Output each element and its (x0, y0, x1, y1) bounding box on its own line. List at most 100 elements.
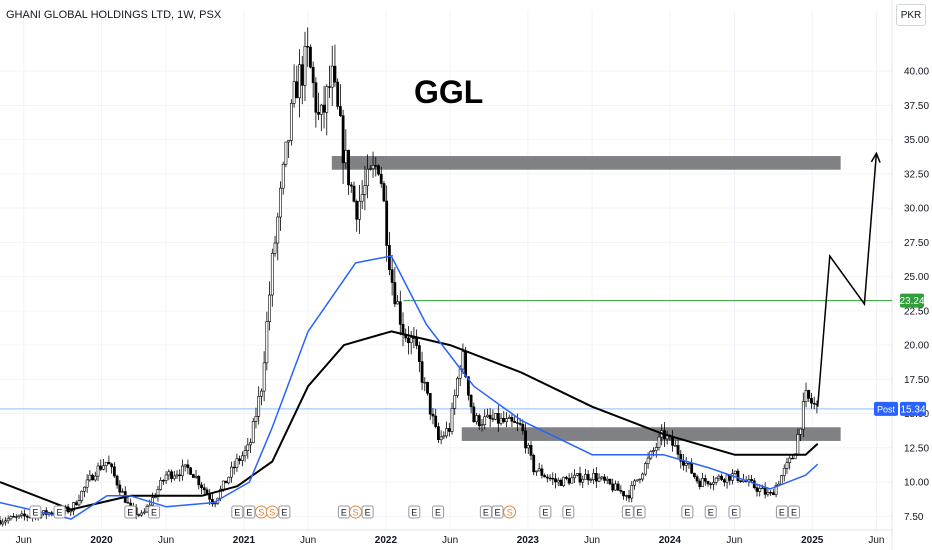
x-tick-label: Jun (442, 535, 458, 546)
ticker-annotation[interactable]: GGL (414, 74, 484, 110)
projection-arrowhead (870, 151, 881, 163)
split-marker-label: S (353, 508, 359, 518)
y-tick-label: 27.50 (904, 238, 929, 249)
currency-button[interactable]: PKR (896, 4, 926, 26)
post-tag (874, 401, 898, 416)
candle (115, 475, 119, 486)
candle (592, 473, 596, 480)
earnings-marker (53, 505, 66, 519)
candle (175, 474, 179, 477)
candle (186, 464, 190, 469)
candle (159, 480, 163, 490)
earnings-marker-label: E (495, 508, 501, 518)
candle (736, 470, 740, 481)
candle (344, 149, 348, 164)
candle (475, 415, 478, 423)
candle (4, 520, 7, 523)
candle (801, 401, 805, 430)
candle (287, 140, 291, 143)
candle (627, 495, 631, 499)
candle (630, 485, 634, 499)
earnings-marker (231, 505, 244, 519)
candle (279, 187, 282, 218)
candle (758, 488, 762, 492)
candle (619, 490, 623, 492)
candle (499, 417, 503, 424)
candle (6, 518, 10, 522)
y-tick-label: 37.50 (904, 101, 929, 112)
candle (439, 436, 443, 441)
x-tick-label: Jun (300, 535, 316, 546)
candle (232, 466, 236, 469)
x-tick-label: Jun (16, 535, 32, 546)
candle (676, 445, 680, 455)
split-marker (349, 505, 363, 519)
candle (200, 484, 203, 488)
candle (774, 485, 778, 496)
candle (483, 416, 487, 426)
earnings-marker-label: E (565, 508, 571, 518)
candle (366, 168, 370, 187)
candle (355, 201, 359, 220)
candle (780, 475, 783, 485)
candle (336, 81, 340, 107)
candle (763, 487, 767, 495)
candle (230, 466, 233, 478)
candle (622, 491, 625, 497)
candle (575, 473, 579, 476)
candle (393, 282, 397, 305)
candle (812, 402, 816, 405)
candle (379, 173, 383, 184)
x-tick-label: Jun (726, 535, 742, 546)
candle (526, 445, 530, 449)
candle (118, 484, 122, 493)
earnings-marker (432, 505, 445, 519)
candle (447, 428, 451, 432)
candle (584, 474, 587, 480)
candle (12, 516, 16, 518)
candle (246, 444, 250, 451)
candle (257, 396, 261, 417)
candle (273, 242, 277, 254)
candle (0, 520, 2, 525)
candle (589, 479, 593, 481)
earnings-marker-label: E (57, 508, 63, 518)
candle (518, 422, 522, 425)
earnings-marker-label: E (365, 508, 371, 518)
candle (714, 477, 718, 483)
level-tag (900, 293, 924, 308)
candle (325, 86, 329, 113)
candle (254, 416, 258, 422)
candle (799, 428, 802, 435)
candle (703, 478, 707, 482)
candle (428, 392, 432, 415)
earnings-marker-label: E (151, 508, 157, 518)
candle (224, 480, 228, 484)
split-marker-label: S (269, 508, 275, 518)
split-marker (265, 505, 279, 519)
earnings-marker (124, 505, 137, 519)
candle (480, 424, 484, 427)
candle (486, 414, 489, 418)
candle (810, 397, 813, 404)
support-resistance-zone (331, 156, 841, 170)
candle (363, 185, 367, 195)
candle (213, 502, 217, 505)
candle (771, 492, 775, 496)
candle (417, 345, 421, 362)
candle (167, 471, 171, 476)
candle (717, 475, 721, 479)
candle (597, 477, 601, 482)
candle (347, 149, 350, 186)
candle (505, 418, 508, 423)
candle (791, 457, 794, 460)
candle (398, 301, 402, 325)
candle (235, 458, 239, 468)
candle (322, 104, 326, 113)
candle (311, 66, 315, 84)
candle (638, 478, 642, 481)
candle (646, 457, 650, 464)
